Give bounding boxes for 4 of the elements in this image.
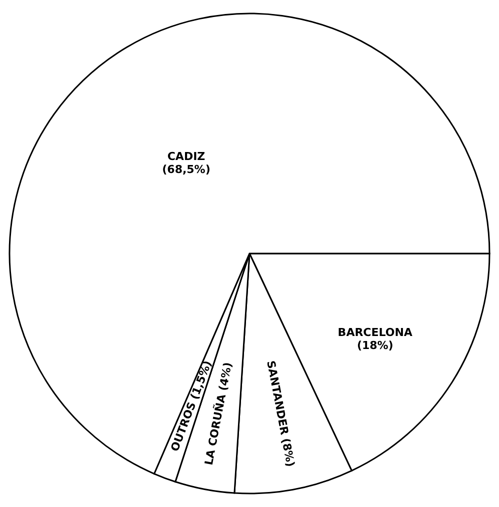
slice-label: BARCELONA: [338, 326, 413, 340]
data-label: (18%): [356, 339, 394, 352]
slice-label: CADIZ: [167, 150, 206, 164]
data-label: (68,5%): [162, 163, 210, 176]
